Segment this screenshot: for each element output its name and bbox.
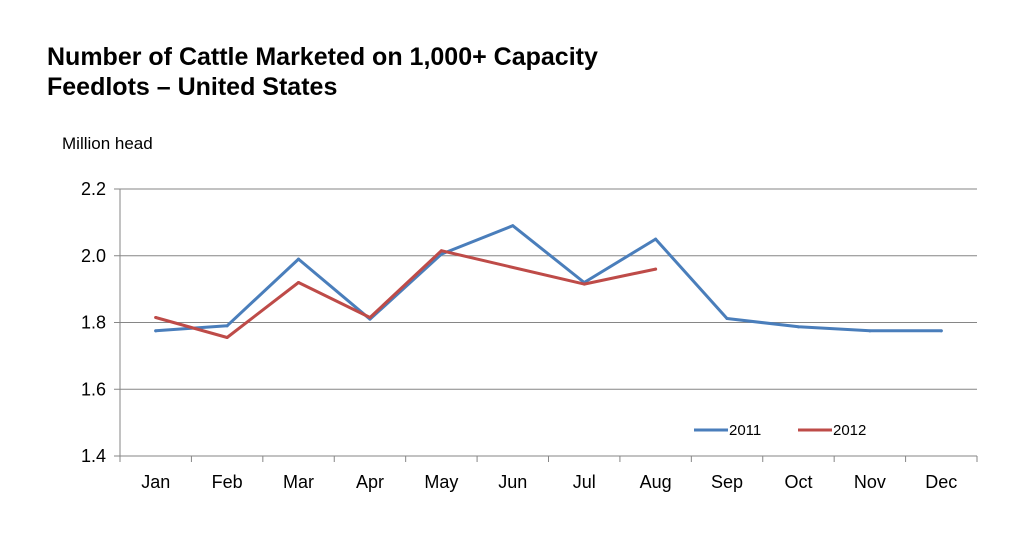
- data-point-2011-Oct: [796, 325, 800, 329]
- data-point-2011-Aug: [654, 237, 658, 241]
- chart-title: Number of Cattle Marketed on 1,000+ Capa…: [47, 42, 598, 102]
- series-line-2011: [154, 224, 943, 333]
- y-tick-label: 2.2: [81, 179, 106, 199]
- x-tick-label: May: [424, 472, 458, 492]
- y-tick-label: 1.8: [81, 313, 106, 333]
- x-tick-label: Aug: [640, 472, 672, 492]
- data-point-2012-Jul: [582, 282, 586, 286]
- legend-label-2011: 2011: [729, 422, 761, 439]
- x-tick-label: Feb: [212, 472, 243, 492]
- x-tick-label: Oct: [784, 472, 812, 492]
- data-point-2012-Aug: [654, 267, 658, 271]
- data-point-2011-Jun: [511, 224, 515, 228]
- data-point-2011-Feb: [225, 324, 229, 328]
- x-tick-label: Sep: [711, 472, 743, 492]
- x-tick-label: Dec: [925, 472, 957, 492]
- legend: 2011 2012: [694, 422, 866, 439]
- y-tick-label: 1.6: [81, 379, 106, 399]
- y-tick-label: 2.0: [81, 246, 106, 266]
- gridlines: [120, 188, 977, 390]
- data-point-2011-Sep: [725, 316, 729, 320]
- y-tick-label: 1.4: [81, 446, 106, 466]
- x-tick-label: Jul: [573, 472, 596, 492]
- x-tick-label: Mar: [283, 472, 314, 492]
- y-tick-labels: 1.4 1.6 1.8 2.0 2.2: [81, 179, 106, 466]
- chart-title-line-1: Number of Cattle Marketed on 1,000+ Capa…: [47, 43, 598, 71]
- data-point-2012-Apr: [368, 315, 372, 319]
- x-tick-label: Nov: [854, 472, 886, 492]
- data-point-2012-Feb: [225, 336, 229, 340]
- x-tick-labels: Jan Feb Mar Apr May Jun Jul Aug Sep Oct Nov Dec: [141, 472, 957, 492]
- axes: [114, 188, 978, 462]
- data-point-2011-Nov: [868, 329, 872, 333]
- series-lines: [154, 224, 943, 340]
- x-tick-label: Jan: [141, 472, 170, 492]
- data-point-2012-Jan: [154, 315, 158, 319]
- legend-label-2012: 2012: [833, 422, 866, 439]
- data-point-2011-Mar: [297, 257, 301, 261]
- x-tick-label: Jun: [498, 472, 527, 492]
- chart-title-line-2: Feedlots – United States: [47, 73, 338, 101]
- data-point-2012-May: [439, 249, 443, 253]
- x-tick-label: Apr: [356, 472, 384, 492]
- y-axis-unit-label: Million head: [62, 134, 153, 153]
- data-point-2011-Jan: [154, 329, 158, 333]
- data-point-2012-Mar: [297, 280, 301, 284]
- data-point-2011-Dec: [939, 329, 943, 333]
